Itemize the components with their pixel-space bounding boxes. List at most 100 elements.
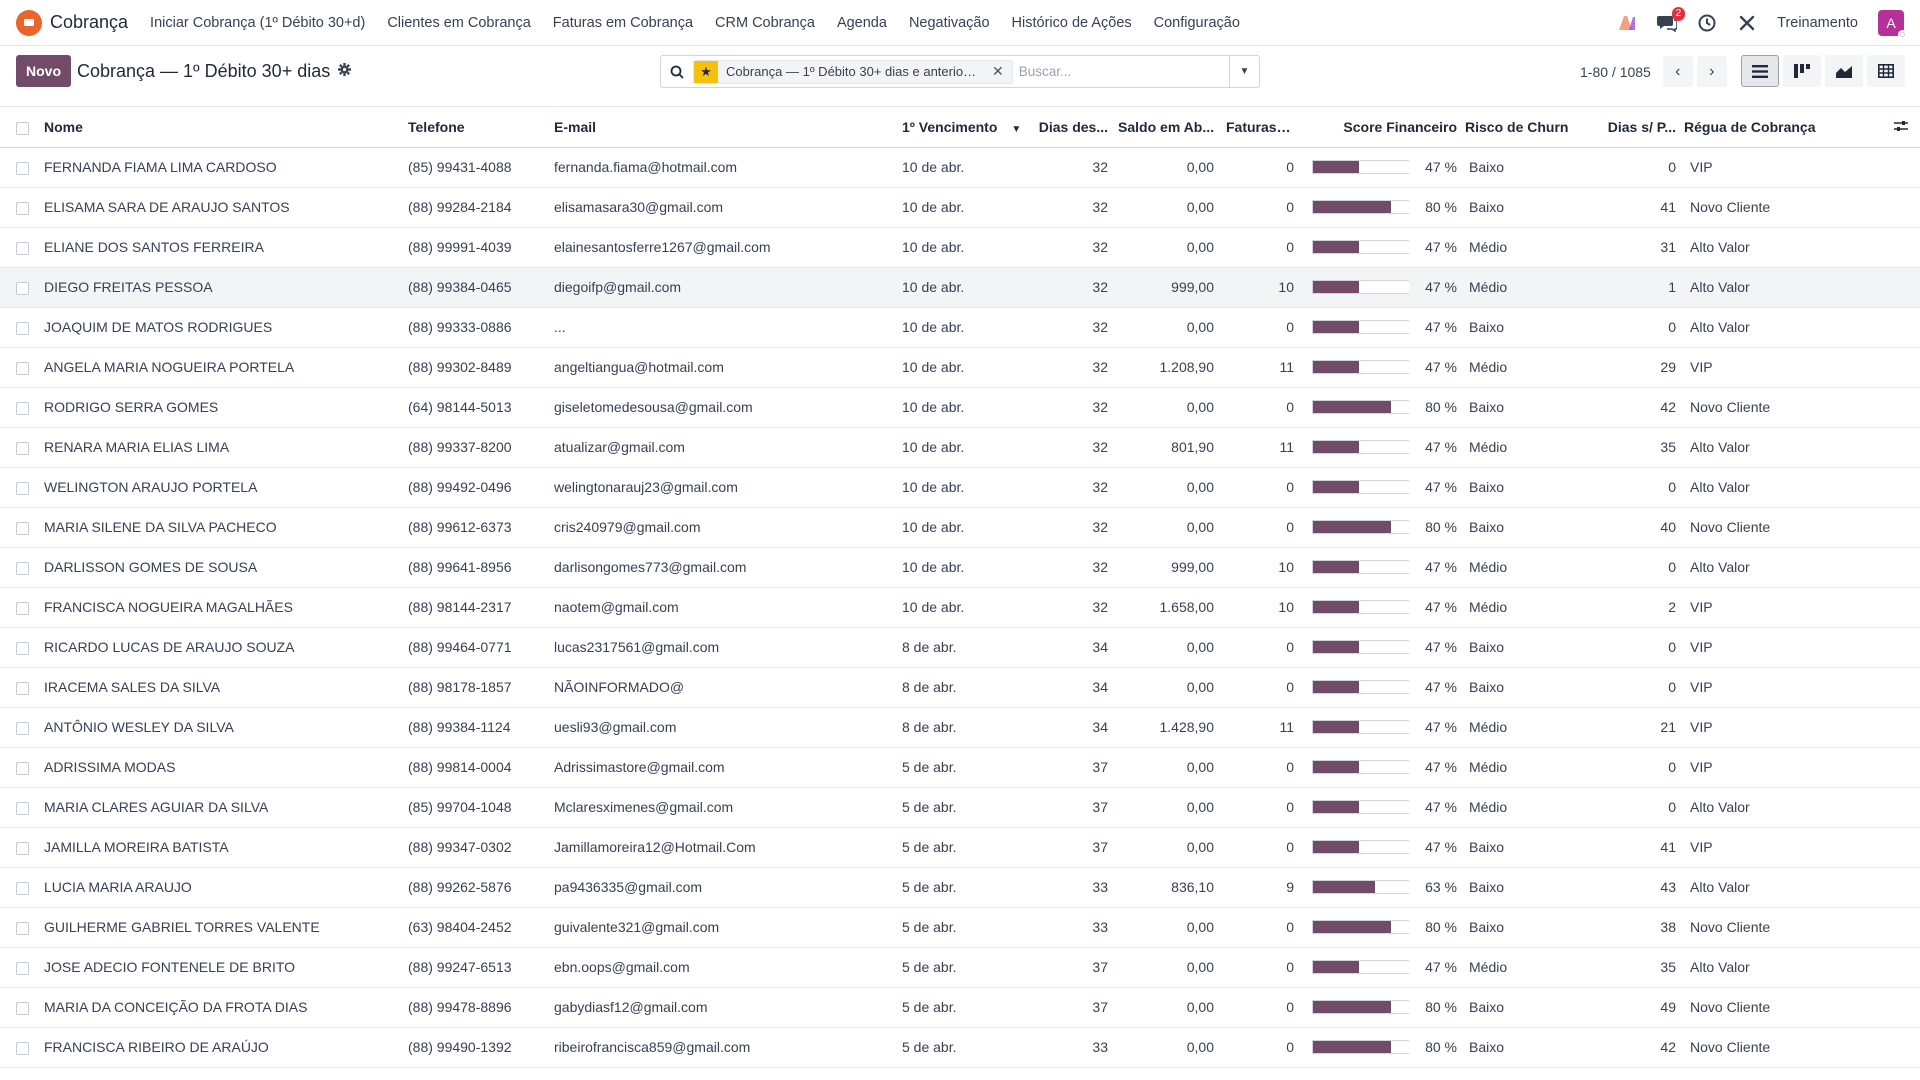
cell-phone[interactable]: (85) 99704-1048 [404,787,550,828]
cell-dias-sp[interactable]: 49 [1588,987,1680,1028]
menu-iniciar-cobranca[interactable]: Iniciar Cobrança (1º Débito 30+d) [150,14,366,31]
table-row[interactable]: RICARDO LUCAS DE ARAUJO SOUZA (88) 99464-… [0,627,1920,668]
cell-phone[interactable]: (88) 99991-4039 [404,227,550,268]
table-row[interactable]: LUCIA MARIA ARAUJO (88) 99262-5876 pa94363… [0,867,1920,908]
column-header-name[interactable]: Nome [40,107,404,148]
menu-clientes-em-cobranca[interactable]: Clientes em Cobrança [387,14,531,31]
cell-days[interactable]: 32 [1032,267,1112,308]
menu-faturas-em-cobranca[interactable]: Faturas em Cobrança [552,14,694,31]
cell-balance[interactable]: 0,00 [1112,827,1218,868]
cell-due[interactable]: 8 de abr. [898,667,1032,708]
cell-regua[interactable]: Alto Valor [1680,227,1868,268]
cell-phone[interactable]: (88) 99284-2184 [404,187,550,228]
table-row[interactable]: ANTÔNIO WESLEY DA SILVA (88) 99384-1124 ue… [0,707,1920,748]
row-checkbox[interactable] [16,841,29,855]
cell-balance[interactable]: 999,00 [1112,267,1218,308]
select-all-checkbox-cell[interactable] [0,107,40,148]
cell-name[interactable]: ADRISSIMA MODAS [40,747,404,788]
cell-regua[interactable]: VIP [1680,587,1868,628]
column-header-email[interactable]: E-mail [550,107,898,148]
messages-icon[interactable]: 2 [1657,6,1686,33]
tools-icon[interactable] [1737,13,1757,33]
cell-dias-sp[interactable]: 0 [1588,307,1680,348]
cell-invoices[interactable]: 0 [1218,1027,1298,1068]
cell-dias-sp[interactable]: 1 [1588,267,1680,308]
cell-dias-sp[interactable]: 41 [1588,827,1680,868]
table-row[interactable]: GUILHERME GABRIEL TORRES VALENTE (63) 984… [0,907,1920,948]
row-checkbox[interactable] [16,801,29,815]
row-checkbox-cell[interactable] [0,707,40,748]
cell-churn[interactable]: Baixo [1461,907,1588,948]
cell-email[interactable]: angeltiangua@hotmail.com [550,347,898,388]
cell-regua[interactable]: VIP [1680,667,1868,708]
table-row[interactable]: RODRIGO SERRA GOMES (64) 98144-5013 gisele… [0,387,1920,428]
row-checkbox-cell[interactable] [0,347,40,388]
table-row[interactable]: IRACEMA SALES DA SILVA (88) 98178-1857 NÃO… [0,667,1920,708]
cell-churn[interactable]: Médio [1461,747,1588,788]
gear-icon[interactable] [338,63,352,79]
cell-days[interactable]: 32 [1032,307,1112,348]
column-header-invoices[interactable]: Faturas e... [1218,107,1298,148]
cell-invoices[interactable]: 0 [1218,987,1298,1028]
cell-email[interactable]: Jamillamoreira12@Hotmail.Com [550,827,898,868]
row-checkbox[interactable] [16,361,29,375]
cell-regua[interactable]: Alto Valor [1680,267,1868,308]
cell-due[interactable]: 10 de abr. [898,187,1032,228]
cell-dias-sp[interactable]: 0 [1588,747,1680,788]
cell-email[interactable]: gabydiasf12@gmail.com [550,987,898,1028]
cell-days[interactable]: 37 [1032,987,1112,1028]
cell-name[interactable]: FERNANDA FIAMA LIMA CARDOSO [40,147,404,188]
cell-regua[interactable]: VIP [1680,707,1868,748]
cell-dias-sp[interactable]: 29 [1588,347,1680,388]
cell-churn[interactable]: Baixo [1461,467,1588,508]
cell-days[interactable]: 32 [1032,427,1112,468]
row-checkbox[interactable] [16,1001,29,1015]
cell-due[interactable]: 8 de abr. [898,627,1032,668]
cell-balance[interactable]: 0,00 [1112,987,1218,1028]
row-checkbox[interactable] [16,561,29,575]
table-row[interactable]: ANGELA MARIA NOGUEIRA PORTELA (88) 99302-… [0,347,1920,388]
cell-score-bar[interactable] [1298,747,1409,788]
cell-days[interactable]: 37 [1032,947,1112,988]
cell-due[interactable]: 5 de abr. [898,907,1032,948]
cell-churn[interactable]: Baixo [1461,147,1588,188]
cell-name[interactable]: MARIA CLARES AGUIAR DA SILVA [40,787,404,828]
menu-configuracao[interactable]: Configuração [1153,14,1240,31]
row-checkbox-cell[interactable] [0,427,40,468]
cell-phone[interactable]: (63) 98404-2452 [404,907,550,948]
cell-phone[interactable]: (88) 99492-0496 [404,467,550,508]
cell-score-bar[interactable] [1298,547,1409,588]
cell-name[interactable]: RODRIGO SERRA GOMES [40,387,404,428]
table-row[interactable]: FRANCISCA RIBEIRO DE ARAÚJO (88) 99490-13… [0,1027,1920,1068]
cell-score-bar[interactable] [1298,387,1409,428]
cell-due[interactable]: 10 de abr. [898,227,1032,268]
cell-email[interactable]: ... [550,307,898,348]
column-header-due[interactable]: 1º Vencimento ▼ [898,107,1032,148]
cell-balance[interactable]: 0,00 [1112,907,1218,948]
cell-invoices[interactable]: 0 [1218,667,1298,708]
ai-icon[interactable] [1617,13,1637,33]
app-name[interactable]: Cobrança [50,12,129,32]
row-checkbox[interactable] [16,681,29,695]
cell-balance[interactable]: 0,00 [1112,627,1218,668]
cell-days[interactable]: 32 [1032,347,1112,388]
table-row[interactable]: RENARA MARIA ELIAS LIMA (88) 99337-8200 at… [0,427,1920,468]
cell-invoices[interactable]: 11 [1218,427,1298,468]
cell-name[interactable]: GUILHERME GABRIEL TORRES VALENTE [40,907,404,948]
cell-due[interactable]: 10 de abr. [898,347,1032,388]
row-checkbox[interactable] [16,881,29,895]
cell-phone[interactable]: (88) 99262-5876 [404,867,550,908]
cell-email[interactable]: cris240979@gmail.com [550,507,898,548]
row-checkbox-cell[interactable] [0,867,40,908]
cell-email[interactable]: Mclaresximenes@gmail.com [550,787,898,828]
cell-balance[interactable]: 0,00 [1112,507,1218,548]
cell-email[interactable]: lucas2317561@gmail.com [550,627,898,668]
row-checkbox[interactable] [16,161,29,175]
cell-score-bar[interactable] [1298,907,1409,948]
cell-score-bar[interactable] [1298,347,1409,388]
cell-phone[interactable]: (85) 99431-4088 [404,147,550,188]
row-checkbox-cell[interactable] [0,827,40,868]
cell-invoices[interactable]: 0 [1218,467,1298,508]
cell-email[interactable]: atualizar@gmail.com [550,427,898,468]
row-checkbox-cell[interactable] [0,547,40,588]
